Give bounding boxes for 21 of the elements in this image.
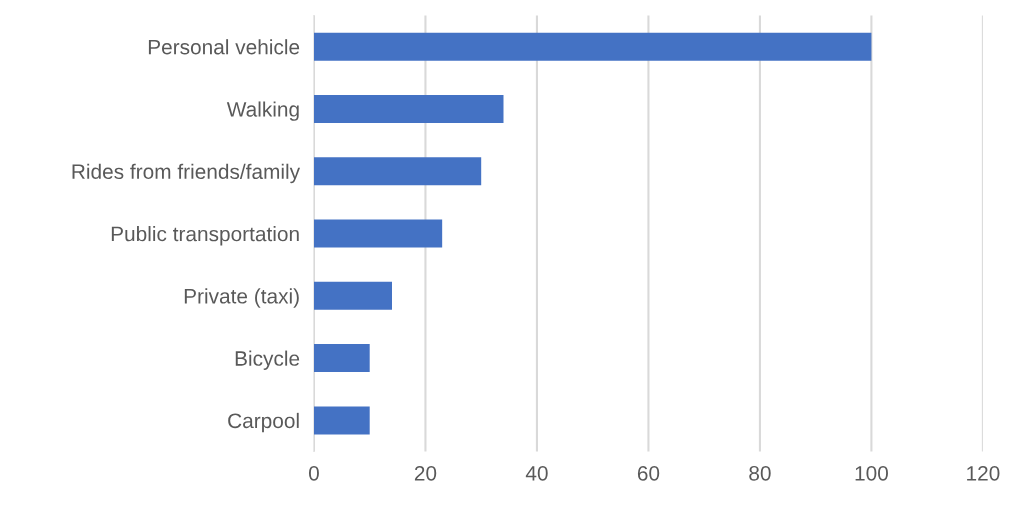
bar [313, 94, 504, 123]
bar [313, 219, 443, 248]
x-tick-label: 0 [308, 465, 319, 481]
x-tick-label: 20 [414, 465, 437, 481]
y-tick-label: Bicycle [235, 350, 300, 370]
x-tick-label: 60 [637, 465, 660, 481]
x-tick-label: 100 [855, 465, 888, 481]
y-tick-label: Carpool [228, 412, 299, 433]
bar [313, 406, 370, 435]
x-tick-label: 80 [749, 465, 771, 481]
y-tick-label: Private (taxi) [184, 288, 299, 308]
x-tick-label: 40 [525, 465, 548, 481]
bar [313, 281, 392, 310]
bar [313, 157, 482, 186]
bar [313, 344, 370, 373]
y-tick-label: Walking [226, 101, 299, 121]
x-tick-label: 120 [967, 465, 1000, 481]
bar [313, 32, 872, 61]
y-tick-label: Rides from friends/family [72, 163, 301, 184]
y-tick-label: Personal vehicle [148, 39, 300, 55]
y-tick-label: Public transportation [111, 226, 299, 246]
